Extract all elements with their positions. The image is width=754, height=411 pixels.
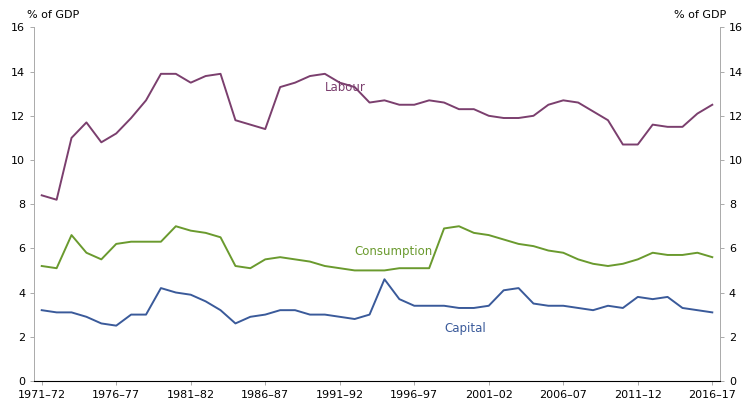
Text: Labour: Labour — [325, 81, 366, 95]
Text: Capital: Capital — [444, 322, 486, 335]
Text: % of GDP: % of GDP — [674, 10, 727, 21]
Text: % of GDP: % of GDP — [27, 10, 80, 21]
Text: Consumption: Consumption — [354, 245, 433, 258]
